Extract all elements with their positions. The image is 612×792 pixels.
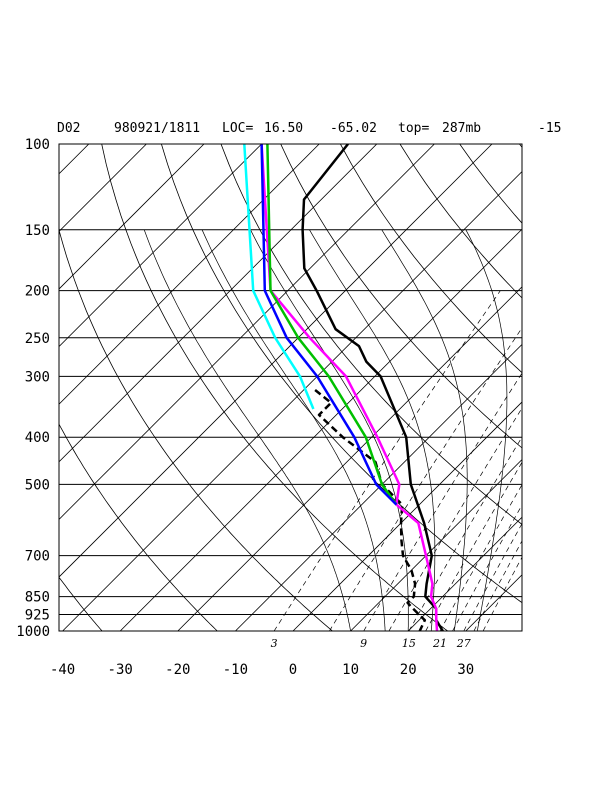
header-datetime: 980921/1811	[114, 121, 200, 136]
pressure-tick-label: 200	[25, 284, 50, 300]
dry-adiabat-line	[59, 423, 218, 631]
pressure-tick-label: 925	[25, 608, 50, 624]
isotherm-line	[465, 574, 522, 631]
temperature-tick-label: -10	[223, 662, 248, 678]
pressure-tick-label: 1000	[16, 624, 50, 640]
plot-frame	[58, 143, 523, 632]
mixing-ratio-line	[482, 556, 522, 631]
header-loc-label: LOC=	[222, 121, 253, 136]
isotherm-line	[581, 144, 612, 631]
header-lat: 16.50	[264, 121, 303, 136]
pressure-tick-label: 500	[25, 477, 50, 493]
series-lines	[243, 144, 444, 631]
mixing-ratio-label: 15	[402, 637, 416, 650]
sounding-series	[260, 144, 439, 631]
header-top-label: top=	[398, 121, 429, 136]
dry-adiabat-line	[59, 228, 333, 631]
isotherm-line	[59, 144, 147, 232]
temperature-tick-label: 0	[289, 662, 297, 678]
dry-adiabat-line	[519, 144, 522, 148]
pressure-tick-label: 250	[25, 331, 50, 347]
dry-adiabat-line	[579, 144, 612, 631]
mixing-ratio-line	[388, 407, 522, 631]
pressure-tick-label: 400	[25, 430, 50, 446]
pressure-tick-label: 150	[25, 223, 50, 239]
grid-lines	[59, 144, 612, 631]
dry-adiabat-line	[280, 144, 522, 449]
isotherm-line	[235, 343, 522, 631]
mixing-ratio-label: 21	[432, 637, 447, 650]
sounding-series	[266, 144, 398, 506]
isotherm-line	[59, 144, 493, 578]
temperature-tick-label: -20	[165, 662, 190, 678]
dry-adiabat-line	[459, 144, 522, 224]
isotherm-line	[177, 286, 522, 631]
mixing-ratio-line	[329, 327, 522, 631]
isotherm-line	[523, 144, 612, 631]
isotherm-line	[59, 144, 378, 463]
header-lon: -65.02	[330, 121, 377, 136]
mixing-ratio-line	[408, 436, 522, 631]
moist-adiabat-line	[309, 229, 436, 631]
sounding-series	[260, 144, 398, 506]
moist-adiabat-line	[465, 229, 508, 631]
header-domain: D02	[57, 121, 80, 136]
dry-adiabat-line	[59, 576, 103, 631]
moist-adiabat-line	[143, 229, 351, 631]
mixing-ratio-line	[425, 461, 522, 631]
mixing-ratio-line	[273, 290, 501, 631]
header-right-value: -15	[538, 121, 561, 136]
pressure-tick-label: 300	[25, 369, 50, 385]
pressure-tick-label: 850	[25, 590, 50, 606]
mixing-ratio-line	[452, 504, 522, 631]
isotherm-line	[350, 459, 522, 631]
mixing-ratio-line	[363, 372, 522, 631]
moist-adiabat-line	[250, 229, 409, 631]
dry-adiabat-line	[101, 144, 448, 631]
sounding-series	[243, 144, 315, 410]
isotherm-line	[59, 144, 262, 348]
dry-adiabat-line	[161, 144, 522, 604]
temperature-tick-label: -40	[50, 662, 75, 678]
mixing-ratio-label: 9	[360, 637, 367, 650]
pressure-tick-label: 700	[25, 549, 50, 565]
mixing-ratio-label: 27	[456, 637, 471, 650]
isotherm-line	[119, 228, 522, 631]
mixing-ratio-label: 3	[271, 637, 278, 650]
temperature-tick-label: 30	[457, 662, 474, 678]
pressure-tick-label: 100	[25, 137, 50, 153]
isotherm-line	[59, 144, 320, 405]
moist-adiabat-line	[201, 229, 386, 631]
dry-adiabat-line	[220, 144, 522, 525]
sounding-series	[314, 389, 427, 631]
isotherm-line	[59, 144, 205, 290]
isotherm-line	[62, 171, 522, 631]
mixing-ratio-line	[439, 484, 522, 631]
isotherm-line	[292, 401, 522, 631]
moist-adiabat-line	[381, 229, 468, 631]
isotherm-line	[59, 144, 435, 520]
mixing-ratio-line	[463, 522, 522, 631]
temperature-tick-label: 20	[400, 662, 417, 678]
isotherm-line	[407, 516, 522, 631]
temperature-tick-label: -30	[108, 662, 133, 678]
temperature-tick-label: 10	[342, 662, 359, 678]
dry-adiabat-line	[340, 144, 522, 374]
mixing-ratio-line	[473, 540, 522, 631]
header-top-value: 287mb	[442, 121, 481, 136]
